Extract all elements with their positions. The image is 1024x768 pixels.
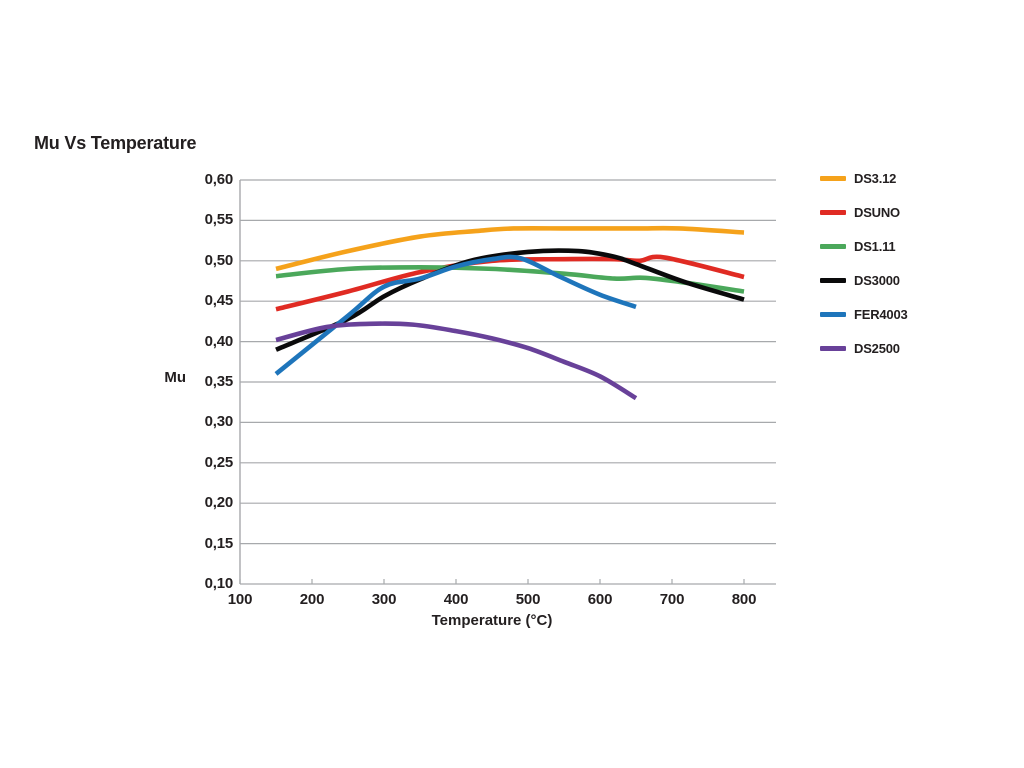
- legend-label: DSUNO: [854, 204, 900, 220]
- legend-label: DS1.11: [854, 238, 896, 254]
- y-tick-label: 0,15: [204, 534, 234, 552]
- legend-label: DS3.12: [854, 170, 897, 186]
- series-line-DS3000: [275, 248, 745, 352]
- x-tick-label: 800: [731, 591, 757, 608]
- legend-item-DSUNO: DSUNO: [820, 202, 900, 222]
- chart-title: Mu Vs Temperature: [34, 133, 197, 153]
- y-tick-label: 0,25: [204, 453, 234, 471]
- y-tick-label: 0,50: [204, 251, 234, 269]
- x-tick-label: 200: [299, 591, 325, 608]
- series-line-FER4003: [274, 254, 637, 376]
- legend-label: DS2500: [854, 340, 900, 356]
- y-tick-label: 0,55: [204, 211, 234, 229]
- x-tick-label: 500: [515, 591, 541, 608]
- x-tick-label: 600: [587, 591, 613, 608]
- x-tick-label: 400: [443, 591, 469, 608]
- series-line-DS3.12: [275, 225, 745, 272]
- legend-swatch-icon: [820, 277, 846, 283]
- legend-item-DS2500: DS2500: [820, 338, 900, 358]
- series-line-DSUNO: [275, 254, 745, 312]
- x-tick-label: 700: [659, 591, 685, 608]
- y-tick-label: 0,20: [204, 494, 234, 512]
- y-tick-label: 0,40: [204, 332, 234, 350]
- series-line-DS2500: [275, 321, 638, 401]
- legend-label: FER4003: [854, 306, 908, 322]
- legend-swatch-icon: [820, 311, 846, 317]
- x-tick-label: 300: [371, 591, 397, 608]
- legend-swatch-icon: [820, 175, 846, 181]
- legend-item-DS1.11: DS1.11: [820, 236, 896, 256]
- y-tick-label: 0,35: [204, 373, 234, 390]
- legend-item-DS3000: DS3000: [820, 270, 900, 290]
- legend-item-FER4003: FER4003: [820, 304, 908, 324]
- series-line-DS1.11: [275, 264, 745, 294]
- legend-swatch-icon: [820, 345, 846, 351]
- y-tick-label: 0,45: [204, 292, 234, 310]
- legend-label: DS3000: [854, 272, 900, 288]
- y-axis-title: Mu: [164, 369, 186, 386]
- legend-swatch-icon: [820, 209, 846, 215]
- legend-swatch-icon: [820, 243, 846, 249]
- y-tick-label: 0,10: [204, 575, 234, 592]
- y-tick-label: 0,60: [204, 171, 234, 188]
- x-axis-title: Temperature (°C): [431, 612, 553, 629]
- y-tick-label: 0,30: [204, 413, 234, 431]
- x-tick-label: 100: [227, 591, 253, 608]
- legend-item-DS3.12: DS3.12: [820, 168, 896, 188]
